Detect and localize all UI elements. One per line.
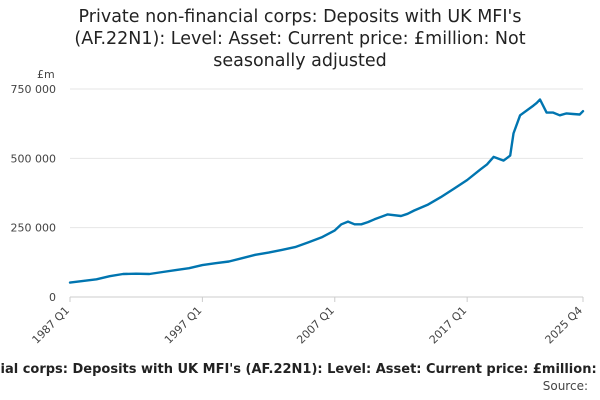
y-tick-label: 750 000	[11, 83, 57, 96]
series-line[interactable]	[68, 98, 585, 284]
x-tick-label: 1987 Q1	[30, 304, 73, 347]
source-label: Source:	[542, 379, 588, 393]
y-tick-label: 250 000	[11, 222, 57, 235]
chart-title: Private non-financial corps: Deposits wi…	[74, 7, 526, 71]
x-tick-label: 2007 Q1	[294, 304, 337, 347]
y-tick-label: 0	[49, 291, 56, 304]
legend[interactable]: cial corps: Deposits with UK MFI's (AF.2…	[0, 362, 600, 377]
x-tick-label: 2017 Q1	[427, 304, 470, 347]
series-layer	[68, 98, 585, 284]
x-tick-label: 1997 Q1	[162, 304, 205, 347]
legend-label: cial corps: Deposits with UK MFI's (AF.2…	[0, 362, 600, 377]
y-axis-unit-label: £m	[37, 68, 55, 81]
axes: 0 250 000 500 000 750 000 1987 Q1 1997 Q1 2007…	[11, 83, 586, 346]
y-tick-label: 500 000	[11, 152, 57, 165]
x-tick-label: 2025 Q4	[543, 304, 586, 347]
